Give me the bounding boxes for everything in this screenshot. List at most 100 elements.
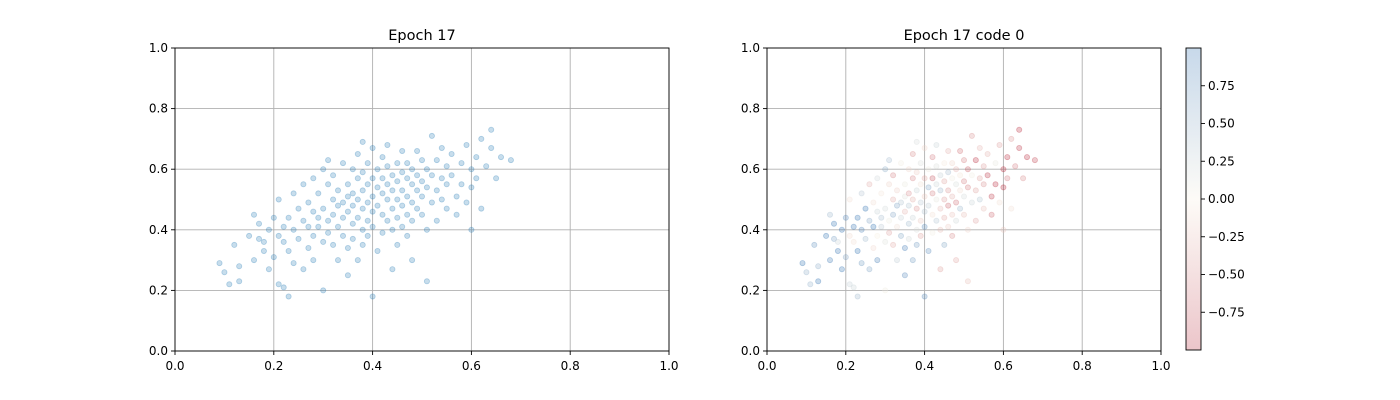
left-scatter-point: [418, 193, 425, 200]
right-scatter-point: [929, 175, 936, 182]
left-scatter-point: [394, 178, 401, 185]
right-scatter-point: [992, 160, 999, 167]
right-scatter-point: [937, 172, 944, 179]
right-scatter-point: [1004, 154, 1011, 161]
left-scatter-point: [458, 181, 465, 188]
left-scatter-point: [305, 199, 312, 206]
left-scatter-point: [384, 196, 391, 203]
right-scatter-point: [933, 141, 940, 148]
left-scatter-point: [404, 211, 411, 218]
right-scatter-point: [988, 211, 995, 218]
left-scatter-point: [409, 166, 416, 173]
right-scatter-point: [953, 217, 960, 224]
left-scatter-point: [493, 175, 500, 182]
right-scatter-point: [1012, 163, 1019, 170]
right-scatter-point: [870, 199, 877, 206]
left-scatter-point: [374, 184, 381, 191]
left-ytick-label: 0.0: [149, 344, 168, 358]
left-scatter-point: [418, 211, 425, 218]
right-scatter-point: [905, 220, 912, 227]
left-scatter-point: [409, 181, 416, 188]
left-xtick-label: 0.2: [264, 359, 283, 373]
left-scatter-point: [339, 232, 346, 239]
left-scatter-point: [320, 205, 327, 212]
left-ytick-label: 0.8: [149, 102, 168, 116]
right-scatter-point: [917, 181, 924, 188]
left-scatter-point: [463, 141, 470, 148]
right-scatter-point: [898, 232, 905, 239]
left-scatter-point: [325, 217, 332, 224]
right-scatter-point: [1008, 205, 1015, 212]
left-scatter-point: [275, 232, 282, 239]
right-scatter-point: [901, 208, 908, 215]
right-ytick-label: 0.4: [741, 223, 760, 237]
left-xtick-label: 0.0: [165, 359, 184, 373]
colorbar-tick-label: 0.50: [1208, 117, 1235, 131]
right-scatter-point: [874, 232, 881, 239]
right-scatter-point: [964, 278, 971, 285]
right-scatter-point: [996, 141, 1003, 148]
right-scatter-point: [1000, 166, 1007, 173]
right-ytick-label: 1.0: [741, 41, 760, 55]
left-scatter-point: [394, 241, 401, 248]
right-scatter-point: [929, 211, 936, 218]
right-scatter-point: [992, 181, 999, 188]
left-scatter-point: [369, 175, 376, 182]
left-scatter-point: [344, 272, 351, 279]
left-scatter-point: [438, 175, 445, 182]
left-points: [216, 126, 514, 300]
left-scatter-point: [280, 238, 287, 245]
right-scatter-point: [850, 223, 857, 230]
right-scatter-point: [1008, 135, 1015, 142]
left-scatter-point: [280, 284, 287, 291]
left-scatter-point: [226, 281, 233, 288]
right-scatter-point: [949, 193, 956, 200]
left-scatter-point: [389, 205, 396, 212]
right-scatter-point: [890, 196, 897, 203]
right-ytick-label: 0.2: [741, 283, 760, 297]
left-scatter-point: [280, 223, 287, 230]
left-scatter-point: [231, 241, 238, 248]
right-scatter-point: [846, 196, 853, 203]
colorbar-tick-label: 0.25: [1208, 154, 1235, 168]
right-xtick-label: 0.4: [915, 359, 934, 373]
right-scatter-point: [925, 184, 932, 191]
left-scatter-point: [334, 223, 341, 230]
left-scatter-point: [423, 184, 430, 191]
left-scatter-point: [433, 157, 440, 164]
left-scatter-point: [290, 226, 297, 233]
right-scatter-point: [921, 293, 928, 300]
left-scatter-point: [438, 196, 445, 203]
right-scatter-point: [941, 160, 948, 167]
left-scatter-point: [270, 254, 277, 261]
left-scatter-point: [409, 257, 416, 264]
right-scatter-point: [866, 217, 873, 224]
right-scatter-point: [1016, 144, 1023, 151]
left-scatter-point: [260, 238, 267, 245]
right-scatter-point: [811, 241, 818, 248]
left-scatter-point: [384, 181, 391, 188]
right-scatter-point: [945, 169, 952, 176]
right-scatter-point: [945, 147, 952, 154]
left-scatter-point: [320, 166, 327, 173]
left-scatter-point: [305, 244, 312, 251]
left-scatter-point: [483, 163, 490, 170]
left-scatter-point: [478, 205, 485, 212]
left-axes-frame: [174, 47, 670, 352]
left-scatter-point: [236, 263, 243, 270]
left-scatter-point: [394, 160, 401, 167]
right-scatter-point: [1020, 175, 1027, 182]
right-scatter-point: [1004, 175, 1011, 182]
right-scatter-point: [850, 238, 857, 245]
scatter-plot-right: Epoch 17 code 0 0.0 0.2 0.4 0.6 0.8 1.0 0.0 0.2…: [741, 28, 1171, 373]
left-scatter-point: [423, 278, 430, 285]
right-scatter-point: [937, 205, 944, 212]
right-scatter-point: [925, 247, 932, 254]
left-scatter-point: [265, 226, 272, 233]
left-scatter-point: [399, 223, 406, 230]
right-scatter-point: [953, 181, 960, 188]
right-scatter-point: [1016, 126, 1023, 133]
left-scatter-point: [473, 175, 480, 182]
left-scatter-point: [364, 160, 371, 167]
